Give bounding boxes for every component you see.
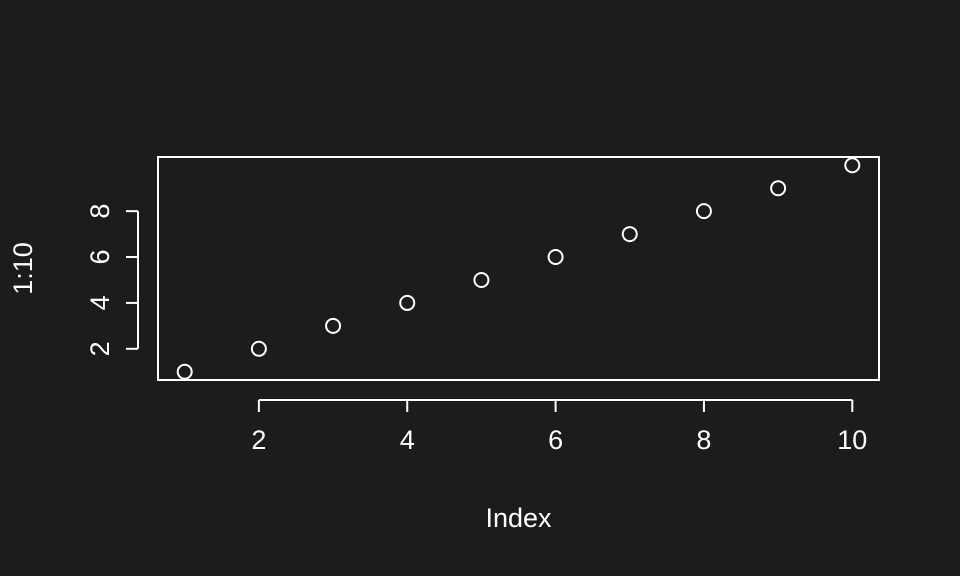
x-tick-label: 2 bbox=[251, 425, 266, 455]
data-point bbox=[770, 180, 787, 197]
data-point bbox=[325, 317, 342, 334]
data-point bbox=[176, 363, 193, 380]
y-tick-label: 4 bbox=[85, 295, 115, 310]
x-tick-label: 8 bbox=[696, 425, 711, 455]
data-point bbox=[547, 249, 564, 266]
x-tick-label: 4 bbox=[400, 425, 415, 455]
y-tick-label: 8 bbox=[85, 204, 115, 219]
x-tick-label: 10 bbox=[837, 425, 867, 455]
y-axis: 2 4 6 8 bbox=[85, 204, 139, 356]
data-points bbox=[176, 157, 861, 380]
x-axis-title: Index bbox=[485, 503, 552, 533]
data-point bbox=[473, 271, 490, 288]
y-tick-label: 2 bbox=[85, 341, 115, 356]
data-point bbox=[844, 157, 861, 174]
plot-frame bbox=[157, 156, 880, 381]
data-point bbox=[621, 226, 638, 243]
data-point bbox=[695, 203, 712, 220]
x-tick-label: 6 bbox=[548, 425, 563, 455]
y-axis-title: 1:10 bbox=[8, 242, 38, 295]
data-point bbox=[250, 340, 267, 357]
x-axis: 2 4 6 8 10 bbox=[251, 399, 867, 455]
y-tick-label: 6 bbox=[85, 250, 115, 265]
data-point bbox=[399, 294, 416, 311]
